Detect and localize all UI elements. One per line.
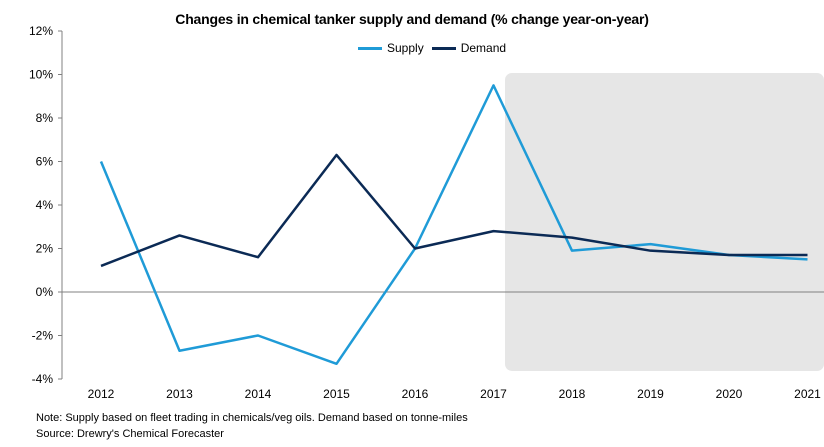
y-tick-label: 6% — [36, 155, 54, 169]
note-text: Note: Supply based on fleet trading in c… — [36, 412, 468, 424]
series-line-supply — [99, 84, 808, 366]
x-tick-label: 2012 — [88, 387, 115, 401]
legend-item-demand: Demand — [431, 41, 507, 55]
x-tick-label: 2021 — [794, 387, 821, 401]
y-tick-label: 0% — [36, 285, 54, 299]
series-line-demand — [100, 153, 808, 268]
forecast-shading — [505, 73, 824, 371]
legend-label-demand: Demand — [460, 41, 507, 55]
y-tick-label: -2% — [32, 329, 54, 343]
legend-label-supply: Supply — [387, 41, 424, 55]
legend-swatch-demand — [431, 46, 456, 50]
y-tick-label: 12% — [29, 24, 53, 38]
x-tick-label: 2020 — [716, 387, 743, 401]
x-tick-label: 2016 — [402, 387, 429, 401]
source-text: Source: Drewry's Chemical Forecaster — [36, 428, 224, 440]
x-tick-label: 2015 — [323, 387, 350, 401]
y-tick-label: 4% — [36, 198, 54, 212]
y-tick-label: 2% — [36, 242, 54, 256]
x-tick-label: 2019 — [637, 387, 664, 401]
x-tick-label: 2013 — [166, 387, 193, 401]
x-tick-label: 2017 — [480, 387, 507, 401]
y-tick-label: -4% — [32, 372, 54, 386]
chart-title: Changes in chemical tanker supply and de… — [175, 11, 649, 27]
x-tick-label: 2018 — [559, 387, 586, 401]
legend-swatch-supply — [358, 46, 382, 50]
legend: Supply Demand — [358, 41, 514, 55]
x-tick-label: 2014 — [245, 387, 272, 401]
y-tick-label: 8% — [36, 111, 54, 125]
y-tick-label: 10% — [29, 68, 53, 82]
legend-item-supply: Supply — [358, 41, 424, 55]
